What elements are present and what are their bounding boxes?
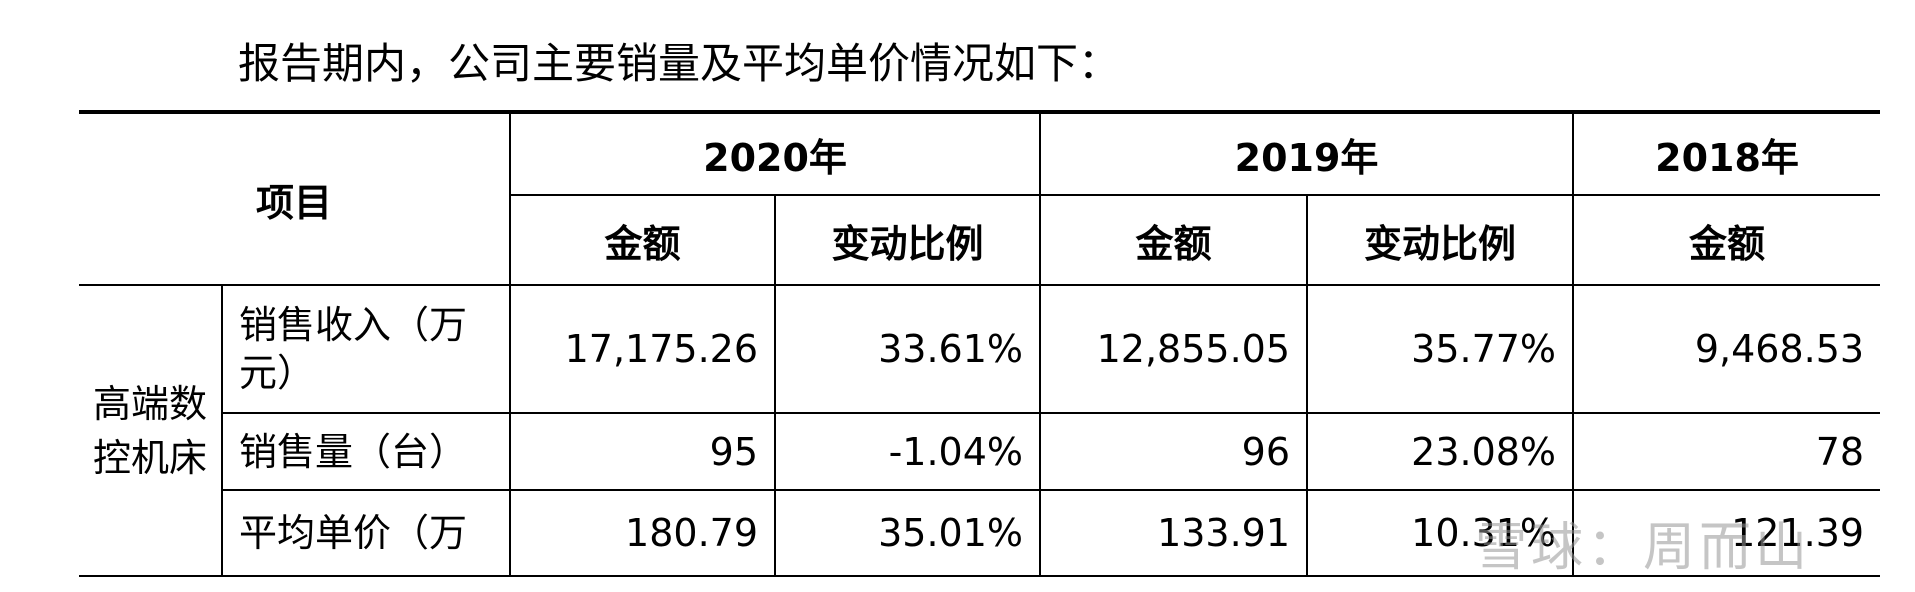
cell: -1.04% (774, 412, 1042, 491)
cell: 180.79 (509, 489, 777, 577)
cell: 17,175.26 (509, 284, 777, 414)
cell: 35.01% (774, 489, 1042, 577)
intro-text: 报告期内，公司主要销量及平均单价情况如下： (238, 39, 1121, 88)
row-label: 销售量（台） (220, 412, 512, 491)
year-header: 2020年 (509, 110, 1042, 196)
cell: 96 (1039, 412, 1309, 491)
watermark: 雪球：周而山 (1475, 518, 1812, 578)
sub-header: 变动比例 (1306, 194, 1575, 286)
group-cell: 高端数控机床 (79, 284, 223, 577)
sub-header: 变动比例 (774, 194, 1042, 286)
cell: 12,855.05 (1039, 284, 1309, 414)
cell: 9,468.53 (1572, 284, 1881, 414)
cell: 33.61% (774, 284, 1042, 414)
cell: 133.91 (1039, 489, 1309, 577)
row-label: 平均单价（万 (220, 489, 512, 577)
cell: 78 (1572, 412, 1881, 491)
cell: 35.77% (1306, 284, 1575, 414)
cell: 23.08% (1306, 412, 1575, 491)
cell: 121.39 (1572, 489, 1881, 577)
header-cell: 项目 (79, 110, 512, 286)
year-header: 2019年 (1039, 110, 1575, 196)
sub-header: 金额 (1039, 194, 1309, 286)
sub-header: 金额 (509, 194, 777, 286)
year-header: 2018年 (1572, 110, 1881, 196)
sub-header: 金额 (1572, 194, 1881, 286)
row-label: 销售收入（万元） (220, 284, 512, 414)
sales-table: 项目 2020年 2019年 2018年 金额 变动比例 金额 变动比例 金额 … (79, 110, 1881, 577)
cell: 10.31% (1306, 489, 1575, 577)
cell: 95 (509, 412, 777, 491)
